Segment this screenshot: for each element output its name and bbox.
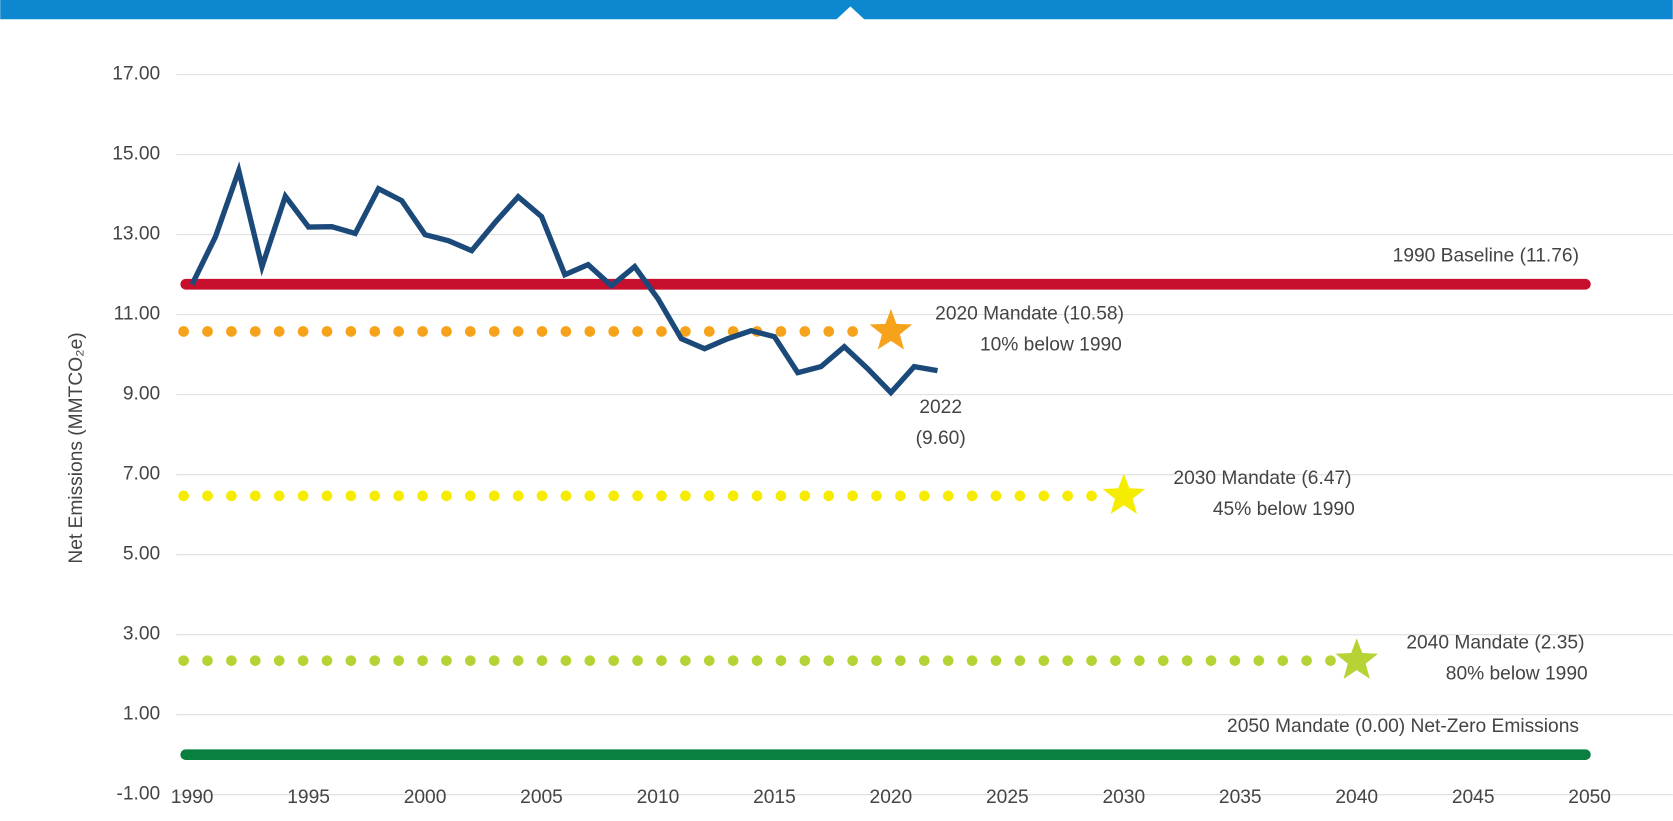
target-label: 2030 Mandate (6.47) — [1173, 468, 1351, 489]
x-tick-label: 2020 — [870, 787, 913, 808]
y-tick-label: 7.00 — [123, 464, 160, 485]
target-star — [1102, 473, 1146, 515]
target-sublabel: 80% below 1990 — [1446, 664, 1588, 685]
y-tick-label: -1.00 — [116, 784, 160, 805]
x-tick-label: 1995 — [287, 787, 330, 808]
y-tick-label: 15.00 — [112, 144, 160, 165]
y-tick-label: 13.00 — [112, 224, 160, 245]
y-axis-label: Net Emissions (MMTCO₂e) — [66, 332, 87, 563]
y-tick-label: 17.00 — [112, 64, 160, 85]
x-tick-label: 1990 — [171, 787, 214, 808]
target-label: 2040 Mandate (2.35) — [1406, 633, 1584, 654]
header-bar — [0, 0, 1673, 20]
end-label: 2022 — [919, 397, 962, 418]
x-tick-label: 2010 — [637, 787, 680, 808]
x-tick-label: 2045 — [1452, 787, 1495, 808]
x-tick-label: 2030 — [1102, 787, 1145, 808]
target-sublabel: 10% below 1990 — [980, 334, 1122, 355]
x-tick-label: 2035 — [1219, 787, 1262, 808]
target-sublabel: 45% below 1990 — [1213, 499, 1355, 520]
end-label: (9.60) — [916, 428, 966, 449]
y-tick-label: 9.00 — [123, 384, 160, 405]
x-tick-label: 2000 — [404, 787, 447, 808]
x-tick-label: 2025 — [986, 787, 1029, 808]
emissions-line — [189, 161, 938, 397]
target-star — [1335, 638, 1379, 679]
y-tick-label: 1.00 — [123, 704, 160, 725]
target-star — [869, 309, 913, 350]
y-tick-label: 3.00 — [123, 624, 160, 645]
x-tick-label: 2005 — [520, 787, 563, 808]
target-label: 1990 Baseline (11.76) — [1393, 246, 1579, 267]
y-tick-label: 5.00 — [123, 544, 160, 565]
y-tick-label: 11.00 — [114, 304, 161, 325]
target-label: 2050 Mandate (0.00) Net-Zero Emissions — [1227, 716, 1579, 737]
x-tick-label: 2015 — [753, 787, 796, 808]
target-label: 2020 Mandate (10.58) — [935, 303, 1124, 324]
x-tick-label: 2050 — [1568, 787, 1611, 808]
x-tick-label: 2040 — [1335, 787, 1378, 808]
